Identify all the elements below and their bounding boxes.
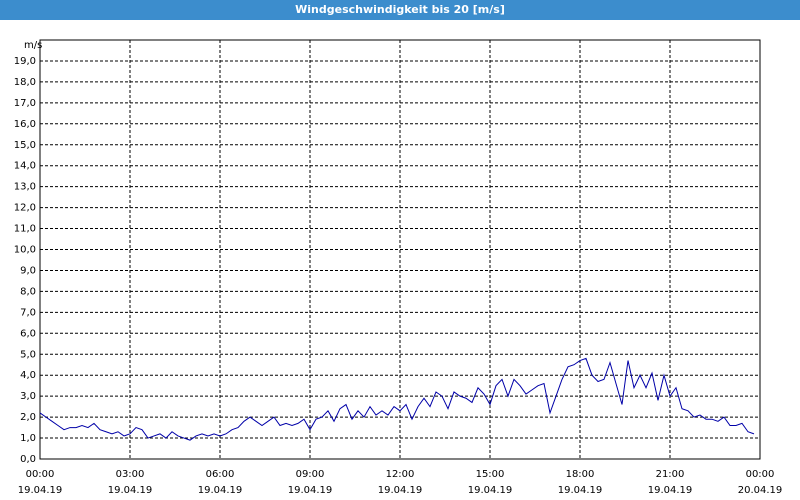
y-tick-label: 6,0 — [20, 328, 36, 339]
x-tick-date: 19.04.19 — [558, 485, 603, 496]
x-tick-label: 00:00 — [26, 469, 55, 480]
chart: m/s 0,0 1,0 2,0 3,0 4,0 5,0 6,0 7,0 8,0 9,0 10,0 11… — [14, 39, 783, 496]
y-tick-label: 0,0 — [20, 454, 36, 465]
x-tick-label: 18:00 — [566, 469, 595, 480]
x-tick-label: 12:00 — [386, 469, 415, 480]
y-tick-label: 14,0 — [14, 161, 36, 172]
x-tick-date: 19.04.19 — [468, 485, 513, 496]
y-tick-label: 2,0 — [20, 412, 36, 423]
y-tick-label: 10,0 — [14, 245, 36, 256]
data-line — [39, 357, 755, 441]
y-axis-label: m/s — [24, 40, 42, 51]
x-tick-date: 19.04.19 — [648, 485, 693, 496]
y-tick-label: 18,0 — [14, 77, 36, 88]
y-tick-label: 11,0 — [14, 224, 36, 235]
y-tick-label: 7,0 — [20, 307, 36, 318]
y-tick-label: 15,0 — [14, 140, 36, 151]
y-tick-label: 19,0 — [14, 56, 36, 67]
y-tick-label: 9,0 — [20, 265, 36, 276]
y-tick-label: 3,0 — [20, 391, 36, 402]
y-tick-label: 13,0 — [14, 182, 36, 193]
y-tick-label: 12,0 — [14, 203, 36, 214]
x-tick-date: 19.04.19 — [378, 485, 423, 496]
x-tick-date: 19.04.19 — [108, 485, 153, 496]
x-tick-date: 19.04.19 — [198, 485, 243, 496]
x-tick-date: 19.04.19 — [18, 485, 63, 496]
plot-frame — [39, 39, 761, 460]
x-tick-date: 20.04.19 — [738, 485, 783, 496]
x-tick-label: 06:00 — [206, 469, 235, 480]
x-tick-label: 03:00 — [116, 469, 145, 480]
y-tick-label: 8,0 — [20, 286, 36, 297]
x-tick-label: 15:00 — [476, 469, 505, 480]
x-tick-label: 00:00 — [746, 469, 775, 480]
y-tick-label: 1,0 — [20, 433, 36, 444]
x-tick-label: 21:00 — [656, 469, 685, 480]
y-tick-label: 5,0 — [20, 349, 36, 360]
y-tick-label: 17,0 — [14, 98, 36, 109]
x-tick-date: 19.04.19 — [288, 485, 333, 496]
x-tick-label: 09:00 — [296, 469, 325, 480]
window-title: Windgeschwindigkeit bis 20 [m/s] — [0, 0, 800, 20]
y-tick-label: 16,0 — [14, 119, 36, 130]
y-tick-label: 4,0 — [20, 370, 36, 381]
